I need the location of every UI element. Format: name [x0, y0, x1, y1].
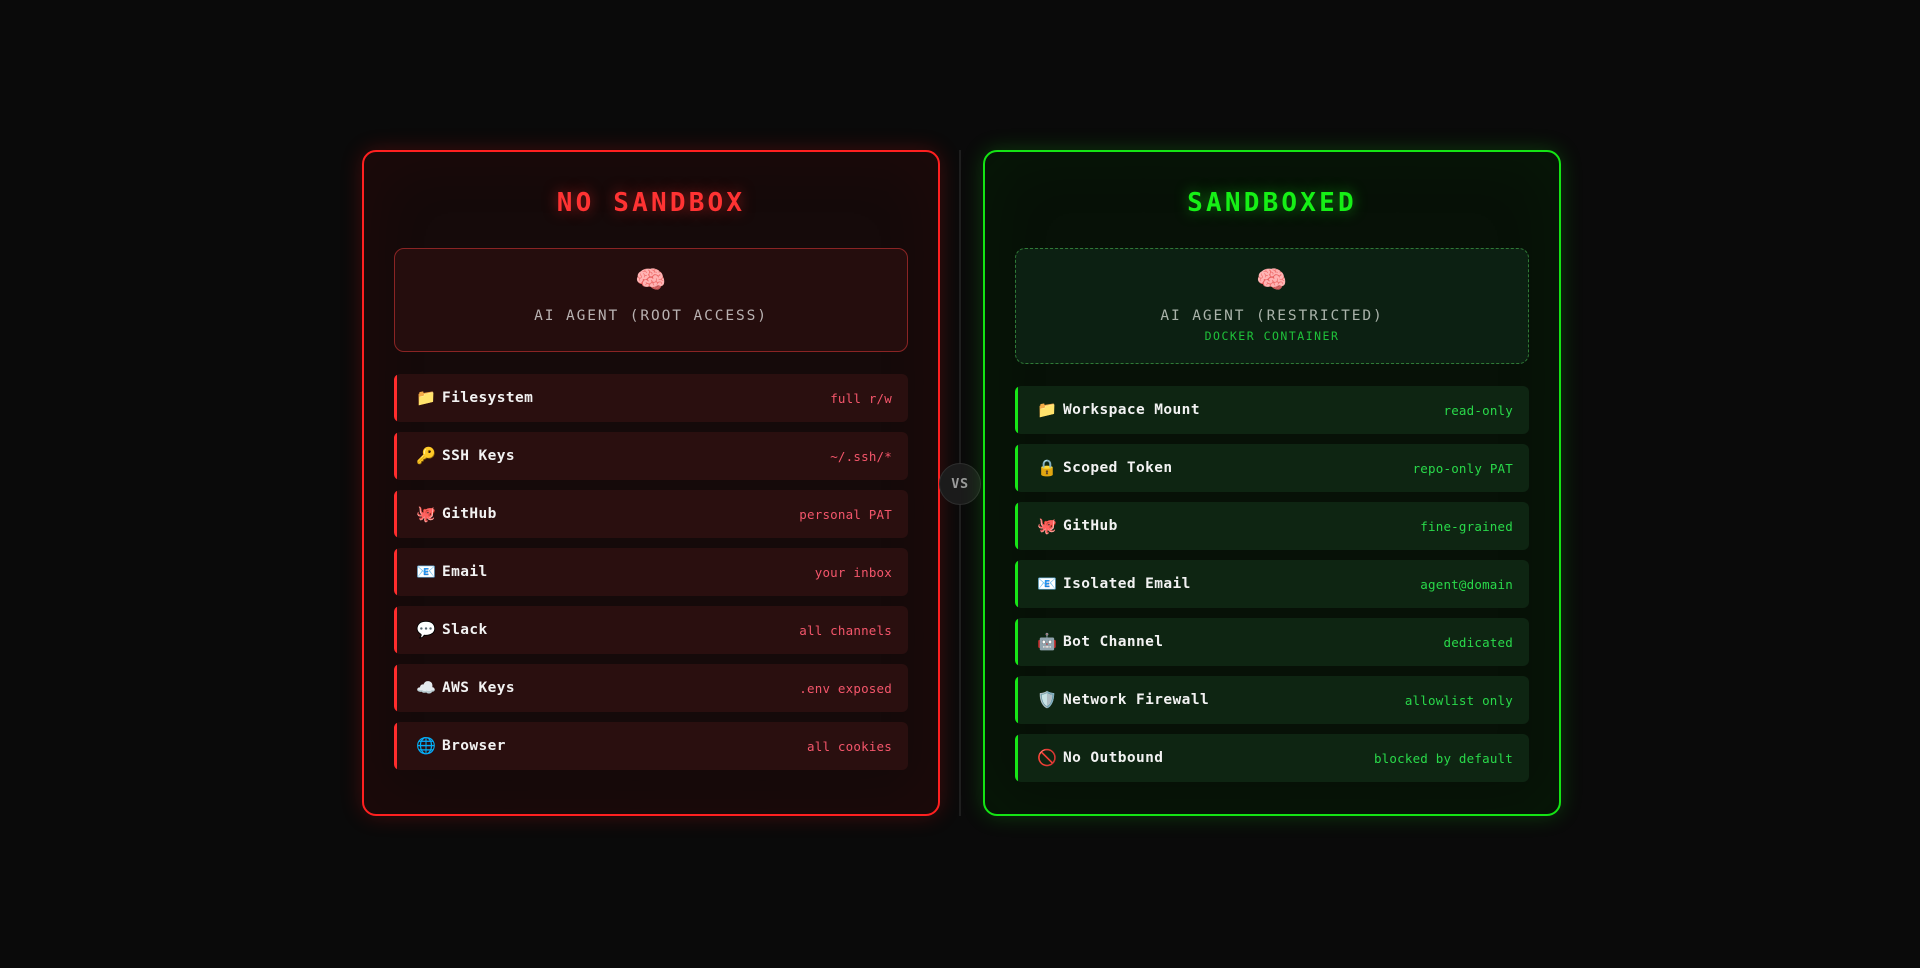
sandboxed-row-list: 📁 Workspace Mount read-only 🔒 Scoped Tok… — [1015, 386, 1529, 782]
no-sandbox-panel: NO SANDBOX 🧠 AI AGENT (ROOT ACCESS) 📁 Fi… — [362, 150, 940, 816]
row-accent-bar — [394, 490, 397, 538]
prohibited-icon: 🚫 — [1037, 748, 1057, 767]
sandboxed-panel: SANDBOXED 🧠 AI AGENT (RESTRICTED) DOCKER… — [983, 150, 1561, 816]
row-accent-bar — [1015, 734, 1018, 782]
row-label: No Outbound — [1063, 750, 1164, 766]
envelope-mail-icon: 📧 — [416, 562, 436, 581]
row-label: Email — [442, 564, 488, 580]
sandboxed-agent-box: 🧠 AI AGENT (RESTRICTED) DOCKER CONTAINER — [1015, 248, 1529, 364]
speech-balloon-icon: 💬 — [416, 620, 436, 639]
row-label: Bot Channel — [1063, 634, 1164, 650]
sandboxed-agent-sublabel: DOCKER CONTAINER — [1204, 329, 1340, 343]
row-value: personal PAT — [799, 506, 892, 522]
row-value: all cookies — [807, 738, 892, 754]
sandboxed-title: SANDBOXED — [1187, 188, 1357, 218]
key-icon: 🔑 — [416, 446, 436, 465]
row-value: repo-only PAT — [1412, 460, 1513, 476]
shield-icon: 🛡️ — [1037, 690, 1057, 709]
no-sandbox-title: NO SANDBOX — [556, 188, 746, 218]
list-item[interactable]: 🐙 GitHub fine-grained — [1015, 502, 1529, 550]
row-value: blocked by default — [1373, 750, 1513, 766]
list-item[interactable]: 📧 Email your inbox — [394, 548, 908, 596]
list-item[interactable]: 🔒 Scoped Token repo-only PAT — [1015, 444, 1529, 492]
no-sandbox-agent-box: 🧠 AI AGENT (ROOT ACCESS) — [394, 248, 908, 352]
row-value: fine-grained — [1420, 518, 1513, 534]
list-item[interactable]: 🛡️ Network Firewall allowlist only — [1015, 676, 1529, 724]
list-item[interactable]: 🔑 SSH Keys ~/.ssh/* — [394, 432, 908, 480]
row-accent-bar — [394, 374, 397, 422]
row-accent-bar — [394, 548, 397, 596]
row-label: Scoped Token — [1063, 460, 1173, 476]
list-item[interactable]: 📁 Workspace Mount read-only — [1015, 386, 1529, 434]
globe-icon: 🌐 — [416, 736, 436, 755]
row-label: SSH Keys — [442, 448, 516, 464]
row-accent-bar — [1015, 676, 1018, 724]
row-label: GitHub — [442, 506, 497, 522]
list-item[interactable]: 🚫 No Outbound blocked by default — [1015, 734, 1529, 782]
row-value: .env exposed — [799, 680, 892, 696]
no-sandbox-agent-label: AI AGENT (ROOT ACCESS) — [534, 308, 768, 324]
row-label: GitHub — [1063, 518, 1118, 534]
row-label: Browser — [442, 738, 506, 754]
row-value: ~/.ssh/* — [830, 448, 892, 464]
row-value: agent@domain — [1420, 576, 1513, 592]
row-value: allowlist only — [1404, 692, 1513, 708]
row-value: all channels — [799, 622, 892, 638]
row-value: read-only — [1443, 402, 1513, 418]
no-sandbox-row-list: 📁 Filesystem full r/w 🔑 SSH Keys ~/.ssh/… — [394, 374, 908, 770]
brain-icon: 🧠 — [635, 265, 667, 294]
lock-icon: 🔒 — [1037, 458, 1057, 477]
row-accent-bar — [1015, 560, 1018, 608]
list-item[interactable]: 🐙 GitHub personal PAT — [394, 490, 908, 538]
row-accent-bar — [1015, 386, 1018, 434]
cloud-icon: ☁️ — [416, 678, 436, 697]
list-item[interactable]: 🌐 Browser all cookies — [394, 722, 908, 770]
list-item[interactable]: ☁️ AWS Keys .env exposed — [394, 664, 908, 712]
list-item[interactable]: 🤖 Bot Channel dedicated — [1015, 618, 1529, 666]
row-value: full r/w — [830, 390, 892, 406]
brain-icon: 🧠 — [1256, 265, 1288, 294]
octopus-icon: 🐙 — [416, 504, 436, 523]
folder-icon: 📁 — [416, 388, 436, 407]
row-accent-bar — [394, 606, 397, 654]
row-label: Workspace Mount — [1063, 402, 1200, 418]
list-item[interactable]: 💬 Slack all channels — [394, 606, 908, 654]
row-accent-bar — [394, 722, 397, 770]
row-accent-bar — [394, 664, 397, 712]
row-label: Isolated Email — [1063, 576, 1191, 592]
row-label: AWS Keys — [442, 680, 516, 696]
row-label: Filesystem — [442, 390, 534, 406]
row-value: your inbox — [814, 564, 892, 580]
row-accent-bar — [394, 432, 397, 480]
envelope-mail-icon: 📧 — [1037, 574, 1057, 593]
row-accent-bar — [1015, 502, 1018, 550]
octopus-icon: 🐙 — [1037, 516, 1057, 535]
row-accent-bar — [1015, 618, 1018, 666]
row-accent-bar — [1015, 444, 1018, 492]
row-label: Slack — [442, 622, 488, 638]
robot-icon: 🤖 — [1037, 632, 1057, 651]
folder-icon: 📁 — [1037, 400, 1057, 419]
versus-badge: VS — [939, 463, 981, 505]
row-value: dedicated — [1443, 634, 1513, 650]
list-item[interactable]: 📁 Filesystem full r/w — [394, 374, 908, 422]
row-label: Network Firewall — [1063, 692, 1210, 708]
sandboxed-agent-label: AI AGENT (RESTRICTED) — [1160, 308, 1384, 324]
list-item[interactable]: 📧 Isolated Email agent@domain — [1015, 560, 1529, 608]
